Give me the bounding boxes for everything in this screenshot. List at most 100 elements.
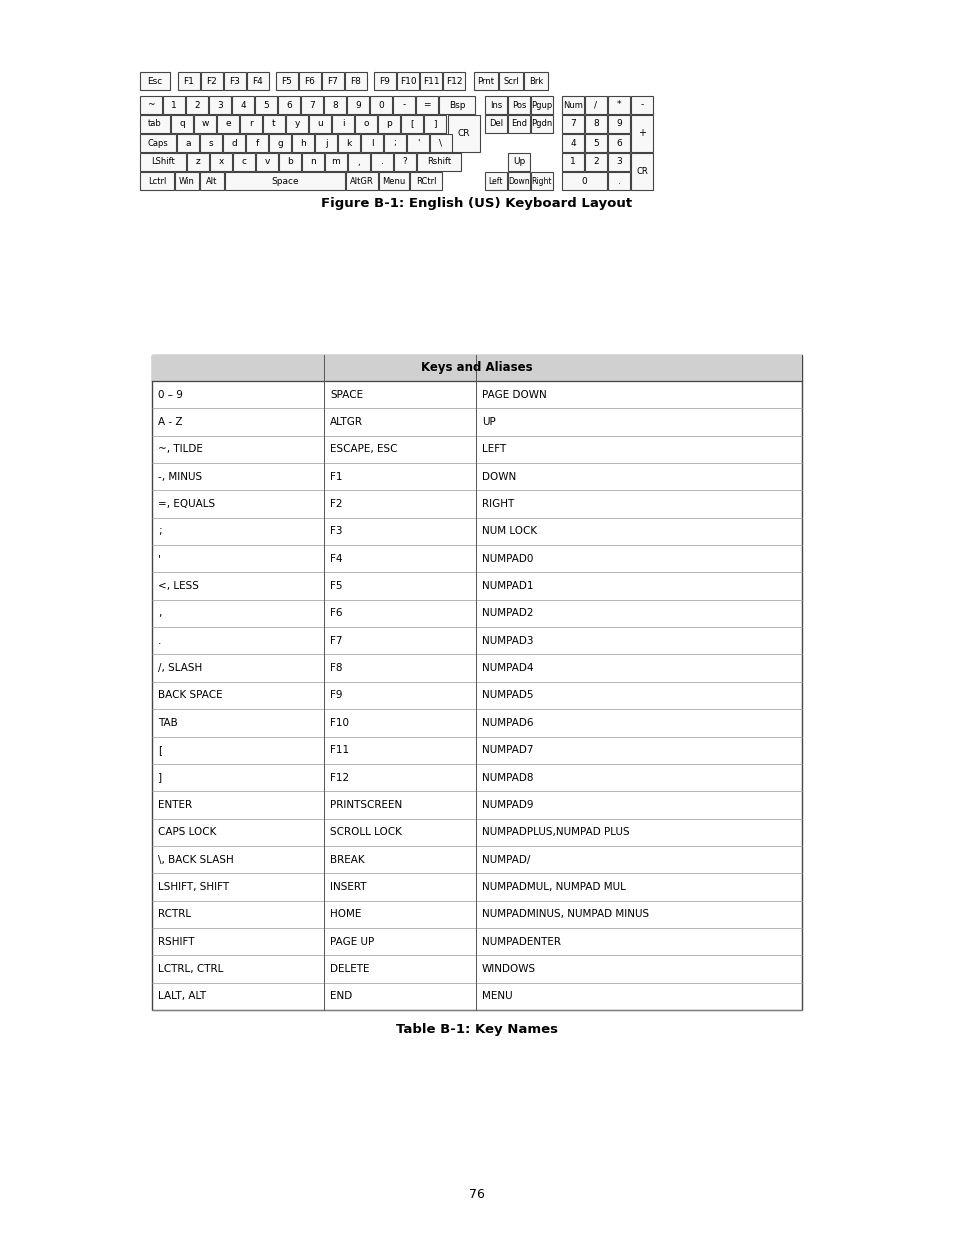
Text: A - Z: A - Z <box>158 417 182 427</box>
Text: LALT, ALT: LALT, ALT <box>158 992 206 1002</box>
Bar <box>507 153 530 170</box>
Text: 6: 6 <box>286 100 292 110</box>
Text: 5: 5 <box>263 100 269 110</box>
Text: Win: Win <box>179 177 194 185</box>
Text: BREAK: BREAK <box>330 855 364 864</box>
Bar <box>584 153 606 170</box>
Bar <box>507 115 530 133</box>
Bar <box>607 96 629 114</box>
Text: b: b <box>287 158 293 167</box>
Text: 0: 0 <box>377 100 383 110</box>
Bar <box>607 115 629 133</box>
Text: F12: F12 <box>330 773 349 783</box>
Bar <box>630 96 652 114</box>
Text: ;: ; <box>394 138 396 147</box>
Bar <box>292 135 314 152</box>
Text: ]: ] <box>433 120 436 128</box>
Text: \, BACK SLASH: \, BACK SLASH <box>158 855 233 864</box>
Bar <box>324 96 346 114</box>
Bar <box>346 172 377 190</box>
Bar <box>507 96 530 114</box>
Text: TAB: TAB <box>158 718 177 727</box>
Text: h: h <box>300 138 306 147</box>
Text: tab: tab <box>148 120 162 128</box>
Bar <box>484 172 506 190</box>
Text: NUMPADENTER: NUMPADENTER <box>481 936 560 947</box>
Text: MENU: MENU <box>481 992 512 1002</box>
Bar <box>178 72 200 90</box>
Bar <box>140 72 170 90</box>
Bar <box>309 115 331 133</box>
Bar <box>374 72 395 90</box>
Bar <box>337 135 359 152</box>
Text: -, MINUS: -, MINUS <box>158 472 202 482</box>
Text: NUMPADMINUS, NUMPAD MINUS: NUMPADMINUS, NUMPAD MINUS <box>481 909 648 919</box>
Bar <box>423 115 446 133</box>
Bar <box>240 115 262 133</box>
Text: LEFT: LEFT <box>481 445 506 454</box>
Text: SPACE: SPACE <box>330 390 363 400</box>
Text: x: x <box>218 158 223 167</box>
Text: F6: F6 <box>304 77 315 85</box>
Bar <box>301 96 323 114</box>
Bar <box>607 135 629 152</box>
Text: q: q <box>179 120 185 128</box>
Bar <box>332 115 354 133</box>
Text: u: u <box>316 120 322 128</box>
Text: l: l <box>371 138 373 147</box>
Text: Up: Up <box>513 158 524 167</box>
Bar <box>246 135 268 152</box>
Bar <box>507 172 530 190</box>
Bar <box>523 72 547 90</box>
Text: PAGE UP: PAGE UP <box>330 936 374 947</box>
Bar <box>209 96 231 114</box>
Text: RCTRL: RCTRL <box>158 909 191 919</box>
Bar <box>277 96 299 114</box>
Text: INSERT: INSERT <box>330 882 366 892</box>
Bar <box>140 96 162 114</box>
Text: NUMPAD9: NUMPAD9 <box>481 800 533 810</box>
Text: END: END <box>330 992 352 1002</box>
Bar <box>442 72 464 90</box>
Text: F5: F5 <box>281 77 293 85</box>
Bar <box>187 153 209 170</box>
Bar <box>298 72 320 90</box>
Text: 7: 7 <box>570 120 576 128</box>
Bar <box>140 115 170 133</box>
Text: 2: 2 <box>593 158 598 167</box>
Text: [: [ <box>410 120 414 128</box>
Text: F1: F1 <box>330 472 342 482</box>
Text: NUMPAD3: NUMPAD3 <box>481 636 533 646</box>
Text: Pgdn: Pgdn <box>531 120 552 128</box>
Text: s: s <box>209 138 213 147</box>
Bar <box>498 72 522 90</box>
Text: F9: F9 <box>379 77 390 85</box>
Bar <box>140 135 175 152</box>
Bar <box>378 172 409 190</box>
Text: AltGR: AltGR <box>350 177 374 185</box>
Bar <box>322 72 344 90</box>
Text: RCtrl: RCtrl <box>416 177 436 185</box>
Bar <box>531 115 553 133</box>
Bar <box>584 135 606 152</box>
Bar <box>416 153 460 170</box>
Text: Lctrl: Lctrl <box>148 177 166 185</box>
Text: NUMPADPLUS,NUMPAD PLUS: NUMPADPLUS,NUMPAD PLUS <box>481 827 629 837</box>
Text: m: m <box>332 158 340 167</box>
Text: F10: F10 <box>399 77 416 85</box>
Text: F8: F8 <box>330 663 342 673</box>
Text: w: w <box>201 120 209 128</box>
Bar <box>345 72 367 90</box>
Text: PAGE DOWN: PAGE DOWN <box>481 390 546 400</box>
Bar <box>377 115 399 133</box>
Bar <box>607 153 629 170</box>
Bar <box>286 115 308 133</box>
Text: NUM LOCK: NUM LOCK <box>481 526 537 536</box>
Text: F2: F2 <box>330 499 342 509</box>
Bar <box>438 96 475 114</box>
Bar <box>370 96 392 114</box>
Text: DELETE: DELETE <box>330 965 369 974</box>
Bar <box>371 153 393 170</box>
Bar <box>186 96 208 114</box>
Bar <box>430 135 452 152</box>
